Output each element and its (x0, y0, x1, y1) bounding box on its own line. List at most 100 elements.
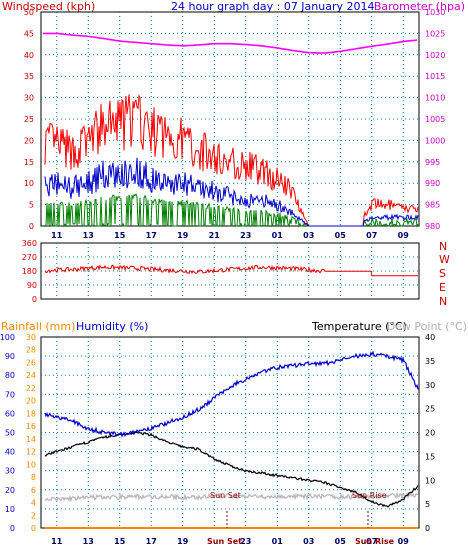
sun-rise-axis-label: Sun Rise (355, 537, 395, 546)
dir-label-n-top: N (439, 240, 447, 253)
graph-title: 24 hour graph day : 07 January 2014 (171, 0, 375, 13)
x-tick-label: 01 (272, 231, 284, 240)
wind-y-tick-label: 10 (24, 179, 34, 188)
rainfall-y-tick-label: 24 (26, 371, 36, 380)
wind-y-tick-label: 20 (24, 136, 34, 145)
temperature-y-tick-label: 0 (425, 524, 430, 533)
series-wind-direction-line (44, 264, 418, 277)
barometer-y-tick-label: 980 (425, 222, 440, 231)
barometer-y-tick-label: 1020 (425, 51, 445, 60)
dir-label-e: E (439, 281, 446, 294)
temperature-label: Temperature (°C) (311, 320, 407, 333)
series-humidity-line (44, 350, 419, 438)
barometer-y-tick-label: 1000 (425, 136, 445, 145)
humidity-y-tick-label: 80 (5, 371, 15, 380)
barometer-y-tick-label: 1015 (425, 72, 445, 81)
direction-y-tick-label: 270 (22, 253, 37, 262)
x-tick-label-bottom: 17 (146, 537, 157, 546)
series-temperature-line (44, 430, 419, 508)
humidity-y-tick-label: 20 (5, 486, 15, 495)
x-tick-label: 15 (114, 231, 126, 240)
x-tick-label: 11 (51, 231, 63, 240)
rainfall-y-tick-label: 28 (26, 346, 36, 355)
rainfall-y-tick-label: 4 (31, 499, 36, 508)
rainfall-y-tick-label: 16 (26, 422, 36, 431)
barometer-y-tick-label: 985 (425, 201, 440, 210)
humidity-y-tick-label: 30 (5, 467, 15, 476)
wind-y-tick-label: 45 (24, 29, 34, 38)
x-tick-label: 07 (366, 231, 377, 240)
x-tick-label: 05 (335, 231, 347, 240)
humidity-y-tick-label: 50 (5, 429, 15, 438)
rainfall-y-tick-label: 0 (31, 524, 36, 533)
x-tick-label-bottom: 05 (335, 537, 347, 546)
temperature-y-tick-label: 10 (425, 476, 435, 485)
rainfall-y-tick-label: 2 (31, 511, 36, 520)
temperature-y-tick-label: 20 (425, 429, 435, 438)
x-tick-label-bottom: 03 (303, 537, 314, 546)
humidity-y-tick-label: 70 (5, 390, 15, 399)
x-tick-label-bottom: 13 (83, 537, 94, 546)
wind-y-tick-label: 50 (24, 8, 34, 17)
dir-label-s: S (439, 267, 446, 280)
direction-y-tick-label: 180 (22, 267, 37, 276)
x-tick-label-bottom: 01 (272, 537, 284, 546)
temperature-y-tick-label: 35 (425, 357, 435, 366)
temperature-y-tick-label: 15 (425, 452, 435, 461)
x-tick-label: 17 (146, 231, 157, 240)
windspeed-label: Windspeed (kph) (2, 0, 95, 13)
x-tick-label: 21 (209, 231, 221, 240)
wind-y-tick-label: 25 (24, 115, 34, 124)
rainfall-y-tick-label: 10 (26, 460, 36, 469)
series-layer (43, 32, 419, 529)
series-barometer-line (43, 32, 418, 54)
humidity-label: Humidity (%) (76, 320, 148, 333)
temperature-y-tick-label: 30 (425, 381, 435, 390)
rainfall-label: Rainfall (mm) (1, 320, 75, 333)
barometer-y-tick-label: 1010 (425, 94, 445, 103)
wind-y-tick-label: 35 (24, 72, 34, 81)
rainfall-y-tick-label: 20 (26, 397, 36, 406)
temperature-y-tick-label: 25 (425, 405, 435, 414)
humidity-y-tick-label: 60 (5, 409, 15, 418)
rainfall-y-tick-label: 18 (26, 409, 36, 418)
rainfall-y-tick-label: 22 (26, 384, 36, 393)
barometer-y-tick-label: 990 (425, 179, 440, 188)
humidity-y-tick-label: 40 (5, 448, 15, 457)
x-tick-label: 23 (240, 231, 251, 240)
x-tick-label: 13 (83, 231, 94, 240)
rainfall-y-tick-label: 8 (31, 473, 36, 482)
humidity-y-tick-label: 10 (5, 505, 15, 514)
x-tick-label-bottom: 15 (114, 537, 126, 546)
wind-y-tick-label: 15 (24, 158, 34, 167)
barometer-y-tick-label: 1025 (425, 29, 445, 38)
dewpoint-label: Dew Point (°C) (387, 320, 467, 333)
x-tick-label-bottom: 23 (240, 537, 251, 546)
sun-rise-label: Sun Rise (352, 491, 387, 500)
temperature-y-tick-label: 5 (425, 500, 430, 509)
wind-y-tick-label: 5 (29, 201, 34, 210)
wind-y-tick-label: 40 (24, 51, 34, 60)
humidity-y-tick-label: 90 (5, 352, 15, 361)
x-tick-label: 09 (398, 231, 410, 240)
barometer-label: Barometer (hpa) (374, 0, 465, 13)
wind-y-tick-label: 0 (29, 222, 34, 231)
rainfall-y-tick-label: 6 (31, 486, 36, 495)
rainfall-y-tick-label: 12 (26, 448, 36, 457)
x-tick-label-bottom: 07 (366, 537, 377, 546)
x-tick-label: 19 (177, 231, 189, 240)
barometer-y-tick-label: 995 (425, 158, 440, 167)
x-tick-label-bottom: 19 (177, 537, 189, 546)
series-dewpoint-line (44, 491, 419, 503)
direction-y-tick-label: 360 (22, 239, 37, 248)
x-tick-label-bottom: 11 (51, 537, 63, 546)
temperature-y-tick-label: 40 (425, 333, 435, 342)
barometer-y-tick-label: 1030 (425, 8, 445, 17)
sun-set-label: Sun Set (210, 491, 241, 500)
wind-y-tick-label: 30 (24, 94, 34, 103)
series-wind-average-line (44, 157, 419, 227)
